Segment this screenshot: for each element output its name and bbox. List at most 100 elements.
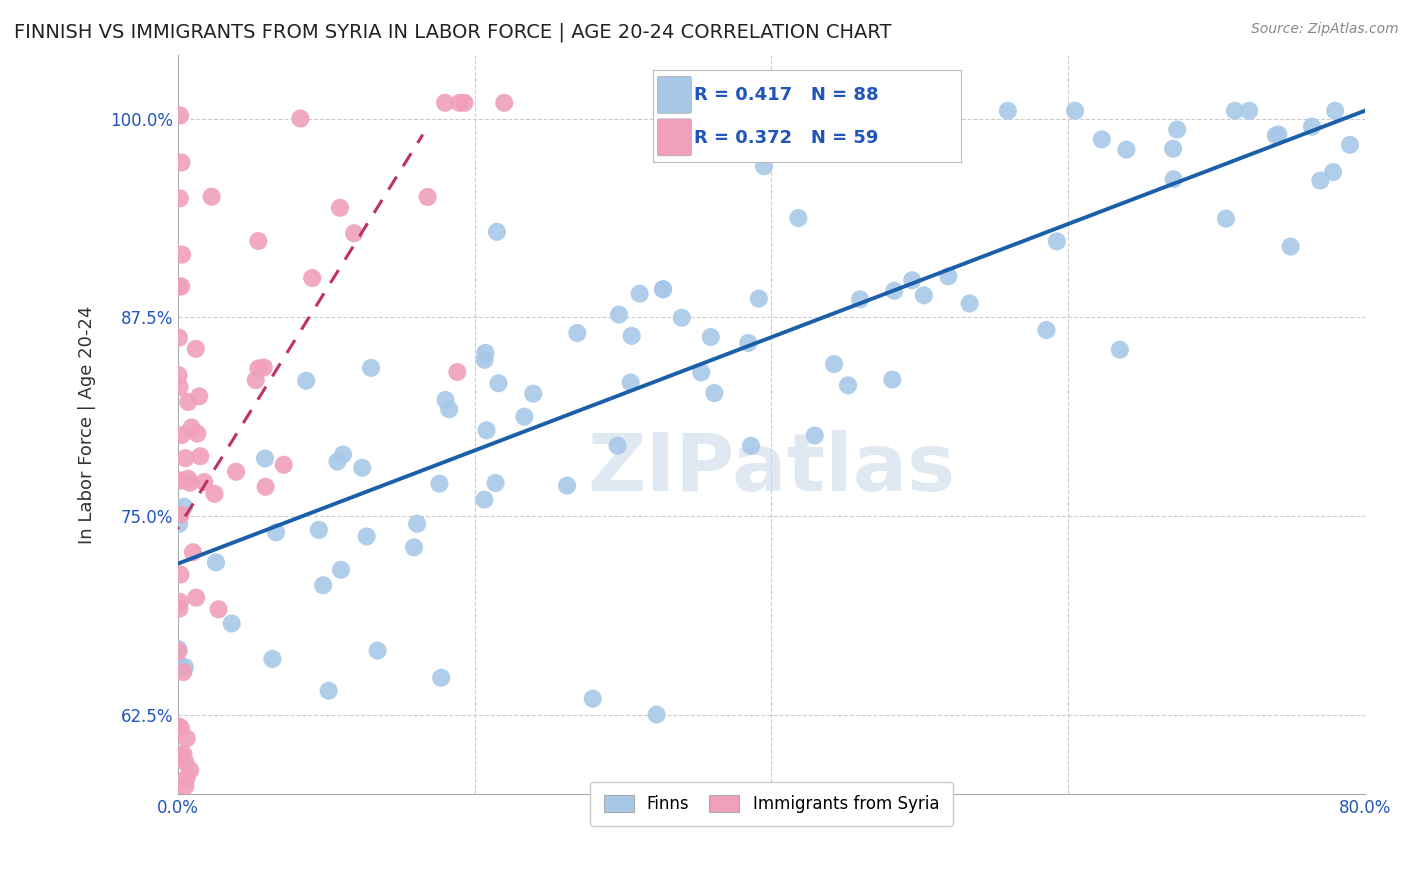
Point (360, 360, 382, 375)
Point (787, 211, 810, 225)
Point (169, 595, 191, 609)
Point (430, 671, 453, 685)
Point (474, 492, 496, 507)
Point (193, 475, 215, 489)
Point (170, 721, 193, 735)
Point (167, 368, 190, 383)
Point (326, 455, 349, 469)
Point (513, 409, 536, 424)
Point (652, 282, 675, 296)
Point (207, 602, 229, 616)
Point (484, 475, 506, 490)
Point (308, 523, 330, 537)
Point (823, 357, 845, 371)
Point (1166, 122, 1188, 136)
Point (169, 567, 191, 582)
Point (740, 439, 762, 453)
Point (429, 476, 451, 491)
Point (173, 500, 195, 514)
Point (318, 683, 340, 698)
Point (174, 660, 197, 674)
Point (169, 747, 191, 762)
Point (169, 748, 191, 763)
Point (474, 352, 496, 367)
Point (434, 95, 457, 110)
Point (406, 516, 429, 531)
Point (200, 190, 222, 204)
Point (449, 95, 471, 110)
Point (253, 451, 276, 466)
Point (620, 329, 643, 343)
Point (172, 747, 194, 762)
Point (332, 448, 354, 462)
Point (295, 374, 318, 388)
Point (174, 756, 197, 770)
Point (882, 373, 904, 387)
Point (177, 395, 200, 409)
Point (167, 279, 190, 293)
Point (752, 159, 775, 173)
Point (803, 428, 825, 442)
Point (356, 529, 378, 543)
Point (179, 475, 201, 490)
Point (170, 247, 193, 261)
Point (205, 555, 228, 569)
Text: FINNISH VS IMMIGRANTS FROM SYRIA IN LABOR FORCE | AGE 20-24 CORRELATION CHART: FINNISH VS IMMIGRANTS FROM SYRIA IN LABO… (14, 22, 891, 42)
Point (1215, 211, 1237, 226)
Point (312, 578, 335, 592)
Point (273, 458, 295, 472)
Point (169, 380, 191, 394)
Point (225, 465, 247, 479)
Point (737, 336, 759, 351)
Point (1115, 143, 1137, 157)
Point (172, 665, 194, 679)
Point (170, 474, 193, 488)
Point (1301, 120, 1323, 134)
Point (1035, 323, 1057, 337)
Point (177, 472, 200, 486)
Point (176, 771, 198, 785)
Point (582, 691, 605, 706)
Point (1322, 165, 1344, 179)
Point (700, 330, 723, 344)
Point (170, 508, 193, 522)
Point (748, 292, 770, 306)
Point (329, 201, 352, 215)
Point (170, 428, 193, 442)
Point (901, 273, 924, 287)
Point (620, 376, 643, 390)
Point (179, 763, 201, 777)
Point (167, 644, 190, 658)
Point (170, 795, 193, 809)
Point (290, 112, 312, 126)
Point (169, 191, 191, 205)
Point (485, 225, 508, 239)
Point (453, 95, 475, 110)
Point (221, 616, 243, 631)
Point (912, 288, 935, 302)
Text: Source: ZipAtlas.com: Source: ZipAtlas.com (1251, 22, 1399, 37)
Point (416, 190, 439, 204)
Point (253, 360, 276, 375)
Point (343, 226, 366, 240)
Point (628, 286, 651, 301)
Point (245, 373, 267, 387)
Point (437, 402, 460, 417)
Point (264, 525, 287, 540)
Point (703, 386, 725, 401)
Point (167, 719, 190, 733)
Point (181, 545, 204, 559)
Point (1064, 103, 1087, 118)
Point (475, 423, 498, 437)
Point (1163, 172, 1185, 186)
Point (849, 293, 872, 307)
Point (170, 660, 193, 674)
Point (170, 155, 193, 169)
Point (645, 707, 668, 722)
Point (1264, 128, 1286, 143)
Point (474, 346, 496, 360)
Point (169, 108, 191, 122)
Point (174, 779, 197, 793)
Point (1237, 103, 1260, 118)
Point (174, 451, 197, 466)
